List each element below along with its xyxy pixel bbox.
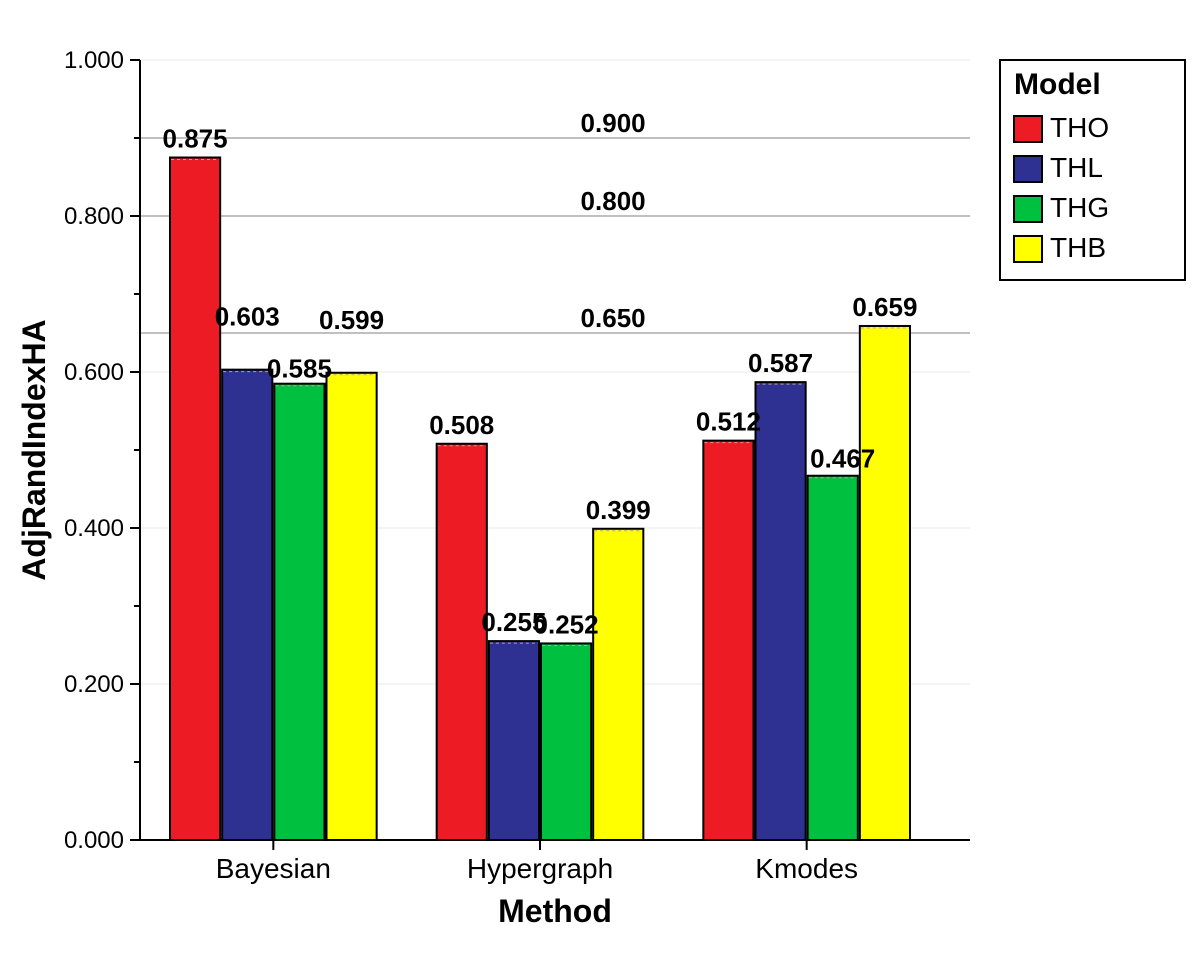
- chart-container: 0.8750.6030.5850.5990.5080.2550.2520.399…: [0, 0, 1200, 960]
- x-category-label: Kmodes: [755, 853, 858, 884]
- x-axis-title: Method: [498, 893, 612, 929]
- bar-THG-Kmodes: [808, 476, 858, 840]
- value-label: 0.399: [586, 495, 651, 525]
- bar-THO-Kmodes: [703, 441, 753, 840]
- value-label: 0.659: [852, 292, 917, 322]
- bar-THO-Hypergraph: [437, 444, 487, 840]
- bar-THB-Hypergraph: [593, 529, 643, 840]
- x-category-label: Bayesian: [216, 853, 331, 884]
- legend-label: THG: [1050, 192, 1109, 223]
- bar-THB-Bayesian: [327, 373, 377, 840]
- y-tick-label: 0.600: [64, 359, 124, 386]
- legend-label: THL: [1050, 152, 1103, 183]
- legend-swatch-THB: [1014, 236, 1042, 262]
- legend-label: THB: [1050, 232, 1106, 263]
- y-tick-label: 0.000: [64, 827, 124, 854]
- legend-label: THO: [1050, 112, 1109, 143]
- bar-chart: 0.8750.6030.5850.5990.5080.2550.2520.399…: [0, 0, 1200, 960]
- legend: Model THO THL THG THB: [1000, 60, 1185, 280]
- bar-THG-Bayesian: [274, 384, 324, 840]
- legend-swatch-THO: [1014, 116, 1042, 142]
- value-label: 0.508: [429, 410, 494, 440]
- y-tick-label: 0.200: [64, 671, 124, 698]
- value-label: 0.512: [696, 407, 761, 437]
- legend-swatch-THL: [1014, 156, 1042, 182]
- reference-label: 0.900: [581, 108, 646, 138]
- value-label: 0.585: [267, 354, 332, 384]
- bar-THB-Kmodes: [860, 326, 910, 840]
- bar-THO-Bayesian: [170, 158, 220, 841]
- bar-THL-Bayesian: [222, 370, 272, 840]
- x-category-label: Hypergraph: [467, 853, 613, 884]
- y-tick-label: 0.400: [64, 515, 124, 542]
- value-label: 0.467: [810, 444, 875, 474]
- value-label: 0.875: [163, 124, 228, 154]
- legend-swatch-THG: [1014, 196, 1042, 222]
- y-axis-title: AdjRandIndexHA: [16, 319, 52, 580]
- bar-THG-Hypergraph: [541, 643, 591, 840]
- reference-label: 0.800: [581, 186, 646, 216]
- value-label: 0.587: [748, 348, 813, 378]
- value-label: 0.599: [319, 305, 384, 335]
- bar-THL-Hypergraph: [489, 641, 539, 840]
- value-label: 0.603: [215, 302, 280, 332]
- bar-THL-Kmodes: [756, 382, 806, 840]
- value-label: 0.252: [534, 609, 599, 639]
- reference-label: 0.650: [581, 303, 646, 333]
- legend-title: Model: [1014, 68, 1101, 101]
- y-tick-label: 1.000: [64, 47, 124, 74]
- y-tick-label: 0.800: [64, 203, 124, 230]
